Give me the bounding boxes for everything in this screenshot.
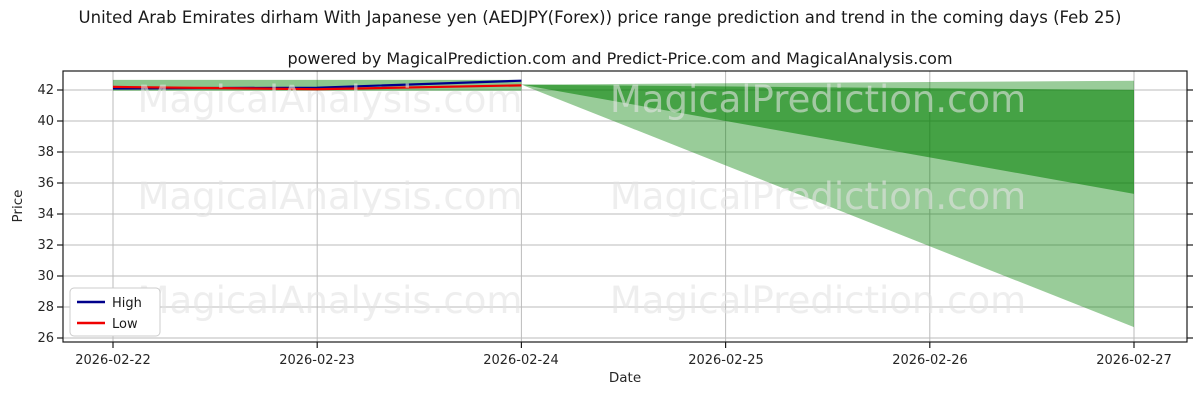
chart-subtitle: powered by MagicalPrediction.com and Pre… (287, 49, 952, 68)
gridlines (63, 71, 1187, 342)
x-tick: 2026-02-25 (688, 353, 764, 368)
watermark-text: MagicalPrediction.com (610, 279, 1026, 322)
y-tick: 42 (37, 83, 54, 98)
x-tick: 2026-02-23 (279, 353, 355, 368)
y-tick: 34 (37, 207, 54, 222)
watermark-text: MagicalPrediction.com (610, 78, 1026, 121)
x-tick: 2026-02-27 (1096, 353, 1172, 368)
inner-prediction-band (521, 84, 1134, 194)
y-tick: 36 (37, 176, 54, 191)
x-tick: 2026-02-26 (892, 353, 968, 368)
watermark-text: MagicalAnalysis.com (138, 78, 523, 121)
watermarks: MagicalAnalysis.com MagicalPrediction.co… (138, 78, 1027, 322)
y-tick-labels: 26 28 30 32 34 36 38 40 42 (37, 83, 54, 346)
y-axis-label: Price (10, 190, 26, 223)
y-tick: 32 (37, 238, 54, 253)
legend-high-label: High (112, 296, 142, 311)
y-tick: 38 (37, 145, 54, 160)
legend-low-label: Low (112, 317, 138, 332)
watermark-text: MagicalAnalysis.com (138, 279, 523, 322)
watermark-text: MagicalAnalysis.com (138, 175, 523, 218)
legend: High Low (69, 287, 161, 337)
watermark-text: MagicalPrediction.com (610, 175, 1026, 218)
y-tick: 30 (37, 269, 54, 284)
x-axis-label: Date (609, 370, 641, 386)
plot-border (62, 70, 1188, 343)
axis-ticks (57, 89, 1193, 348)
y-tick: 26 (37, 331, 54, 346)
x-tick-labels: 2026-02-22 2026-02-23 2026-02-24 2026-02… (75, 353, 1172, 368)
x-tick: 2026-02-22 (75, 353, 151, 368)
y-tick: 28 (37, 300, 54, 315)
chart-title: United Arab Emirates dirham With Japanes… (79, 8, 1122, 27)
y-tick: 40 (37, 114, 54, 129)
low-line (112, 84, 522, 91)
x-tick: 2026-02-24 (483, 353, 559, 368)
